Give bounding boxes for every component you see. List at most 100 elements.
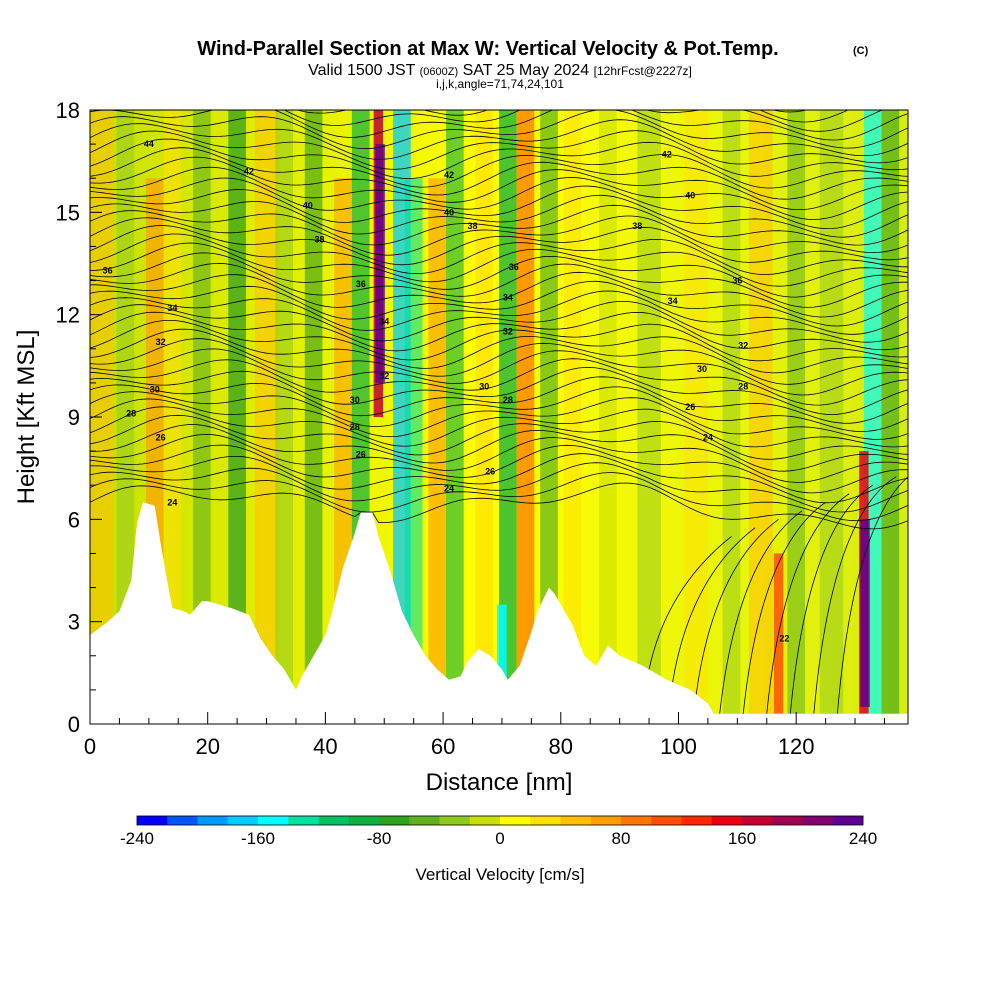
contour-label: 36 — [103, 265, 113, 275]
contour-label: 34 — [668, 296, 678, 306]
theta-contour-line — [90, 215, 908, 256]
colorbar-swatch — [318, 816, 350, 825]
theta-contour-line — [90, 376, 908, 424]
velocity-band — [163, 110, 182, 724]
theta-contour-line — [813, 476, 897, 714]
contour-label: 34 — [167, 303, 177, 313]
colorbar-swatch — [288, 816, 319, 825]
colorbar-swatch — [439, 816, 471, 825]
plot-area: 44 42 40 38 36 34 36 32 34 30 28 32 30 28 26 26 24 42 40 38… — [90, 110, 908, 724]
colorbar-swatch — [348, 816, 380, 825]
velocity-band — [228, 110, 246, 724]
theta-contour-line — [90, 156, 908, 200]
velocity-band — [404, 178, 423, 724]
x-axis-label: Distance [nm] — [426, 769, 573, 796]
x-tick-label: 120 — [778, 734, 815, 759]
velocity-band — [475, 110, 494, 724]
x-tick-label: 20 — [195, 734, 219, 759]
theta-contour-line — [90, 397, 908, 440]
theta-contour-line — [90, 194, 908, 238]
colorbar-tick-label: -80 — [367, 829, 392, 848]
velocity-band — [304, 110, 323, 724]
colorbar-label: Vertical Velocity [cm/s] — [415, 865, 584, 884]
theta-contour-line — [90, 233, 908, 275]
theta-contour-line — [90, 311, 908, 352]
contour-label: 32 — [156, 337, 166, 347]
theta-contour-line — [90, 444, 908, 494]
velocity-band — [599, 110, 617, 724]
theta-contour-line — [90, 110, 908, 150]
theta-contour-line — [90, 453, 908, 504]
velocity-band — [881, 110, 900, 724]
colorbar-swatch — [621, 816, 652, 825]
theta-contour-line — [90, 138, 908, 180]
valid-time: Valid 1500 JST — [308, 62, 416, 79]
contour-label: 32 — [379, 371, 389, 381]
velocity-band — [819, 110, 844, 724]
theta-contour-line — [90, 482, 908, 530]
theta-contour-line — [90, 280, 908, 327]
theta-contour-line — [90, 472, 908, 522]
contour-label: 24 — [703, 432, 713, 442]
colorbar-tick-label: 0 — [495, 829, 504, 848]
theta-contour-line — [90, 358, 908, 406]
theta-contour-line — [90, 290, 908, 335]
contour-label: 34 — [379, 316, 389, 326]
colorbar-swatch — [832, 816, 864, 825]
theta-contour-line — [90, 242, 908, 287]
contour-label: 44 — [144, 139, 154, 149]
theta-contour-labels: 44 42 40 38 36 34 36 32 34 30 28 32 30 28 26 26 24 42 40 38… — [103, 139, 790, 644]
theta-contour-line — [90, 119, 908, 160]
colorbar: -240 -160 -80 0 80 160 240 — [120, 815, 877, 848]
velocity-band — [540, 110, 558, 724]
grid-index-info: i,j,k,angle=71,74,24,101 — [436, 77, 564, 91]
colorbar-swatch — [167, 816, 198, 825]
contour-label: 26 — [485, 467, 495, 477]
contour-label: 42 — [244, 166, 254, 176]
contour-label: 22 — [779, 634, 789, 644]
theta-contour-line — [90, 185, 908, 230]
colorbar-swatch — [802, 816, 834, 825]
velocity-band — [516, 110, 535, 724]
colorbar-swatch — [258, 816, 289, 825]
theta-contour-line — [90, 414, 908, 460]
contour-label: 36 — [356, 279, 366, 289]
forecast-info: [12hrFcst@2227z] — [594, 64, 692, 78]
theta-contour-line — [90, 301, 908, 343]
theta-contour-line — [90, 320, 908, 362]
theta-contour-line — [90, 177, 908, 220]
x-tick-label: 0 — [84, 734, 96, 759]
colorbar-swatch — [469, 816, 501, 825]
theta-contour-line — [90, 386, 908, 433]
colorbar-swatch — [742, 816, 773, 825]
colorbar-swatch — [137, 816, 168, 825]
colorbar-swatch — [500, 816, 531, 825]
colorbar-frame — [136, 815, 864, 826]
x-tick-label: 100 — [660, 734, 697, 759]
contour-label: 30 — [150, 385, 160, 395]
contour-label: 32 — [503, 327, 513, 337]
colorbar-swatch — [651, 816, 682, 825]
y-tick-label: 15 — [56, 200, 80, 225]
x-tick-label: 40 — [313, 734, 337, 759]
x-tick-label: 80 — [549, 734, 573, 759]
chart-title: Wind-Parallel Section at Max W: Vertical… — [197, 38, 778, 60]
valid-utc: (0600Z) — [420, 66, 459, 78]
contour-label: 36 — [732, 276, 742, 286]
theta-contour-line — [90, 366, 908, 415]
colorbar-swatch — [560, 816, 592, 825]
theta-contour-line — [719, 510, 803, 714]
valid-date: SAT 25 May 2024 — [463, 62, 590, 79]
theta-contour-line — [90, 147, 908, 189]
contour-label: 40 — [685, 190, 695, 200]
colorbar-swatch — [681, 816, 713, 825]
contour-label: 40 — [444, 207, 454, 217]
colorbar-tick-label: 80 — [612, 829, 631, 848]
x-tick-label: 60 — [431, 734, 455, 759]
velocity-band — [254, 110, 279, 724]
contour-label: 30 — [350, 395, 360, 405]
y-tick-label: 6 — [68, 507, 80, 532]
terrain-mask — [90, 502, 908, 724]
contour-label: 36 — [509, 262, 519, 272]
